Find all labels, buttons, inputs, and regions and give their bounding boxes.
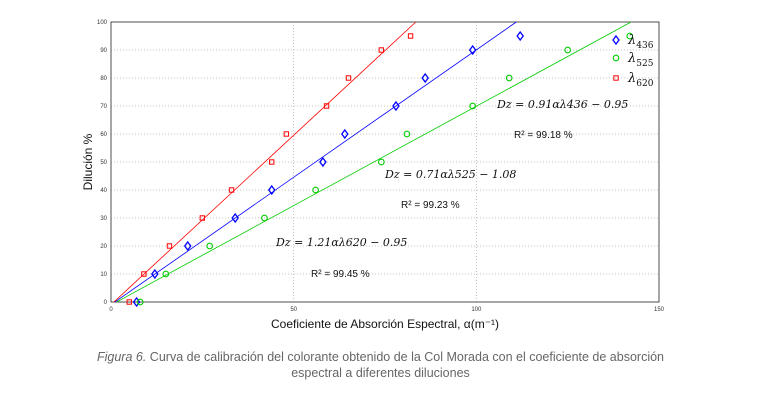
data-point-436 [468,44,477,56]
data-point-525 [162,270,170,278]
data-point-620 [323,103,330,109]
x-tick-label: 50 [290,307,297,313]
data-point-620 [166,243,173,249]
y-tick-label: 100 [97,20,108,26]
data-point-436 [319,156,327,168]
data-point-436 [392,100,400,112]
y-tick-label: 0 [104,300,108,306]
r-squared-525: R² = 99.23 % [401,200,460,211]
data-point-620 [345,75,352,81]
data-point-620 [407,33,414,39]
data-point-620 [199,215,206,221]
data-point-525 [312,186,319,194]
fit-line-620 [113,21,417,303]
fit-line-525 [116,21,632,303]
fit-line-436 [114,21,517,303]
data-point-620 [269,159,275,165]
y-tick-label: 60 [100,132,107,138]
x-tick-label: 150 [654,307,665,313]
fit-equation-436: Dz = 0.91αλ436 − 0.95 [496,98,628,111]
data-point-436 [231,212,240,224]
data-markers [126,30,634,308]
annotations: Dz = 0.91αλ436 − 0.95 R² = 99.18 % Dz = 0.… [275,98,628,280]
data-point-436 [151,268,159,280]
r-squared-436: R² = 99.18 % [514,130,573,141]
y-tick-label: 10 [100,272,107,278]
y-tick-label: 70 [100,104,107,110]
data-point-436 [132,296,141,308]
data-point-525 [206,242,213,250]
x-tick-label: 100 [471,307,482,313]
data-point-525 [626,32,634,40]
data-point-436 [421,72,429,84]
data-point-525 [377,158,385,166]
data-point-620 [283,131,290,137]
data-point-436 [183,240,192,252]
y-tick-labels: 0 10 20 30 40 50 60 70 80 90 100 [97,20,108,306]
figure-caption-line-2: espectral a diferentes diluciones [291,366,470,380]
data-point-525 [505,74,513,82]
data-point-620 [126,299,132,305]
fit-lines [113,21,632,303]
figure-caption-line-1: Figura 6. Curva de calibración del color… [40,350,721,364]
data-point-525 [564,46,572,54]
legend-marker-525 [612,54,620,62]
y-axis-label: Dilución % [81,133,95,190]
data-point-525 [136,298,144,306]
y-tick-label: 50 [100,160,107,166]
legend-marker-436 [612,34,620,46]
data-point-436 [267,184,276,196]
y-tick-label: 90 [100,48,107,54]
data-point-436 [341,128,349,140]
data-point-620 [228,187,235,193]
data-point-525 [261,214,268,222]
r-squared-620: R² = 99.45 % [311,269,370,280]
legend-marker-620 [613,75,619,81]
fit-equation-525: Dz = 0.71αλ525 − 1.08 [384,168,516,181]
data-point-525 [469,102,477,110]
y-tick-label: 80 [100,76,107,82]
data-point-436 [516,30,524,42]
data-point-620 [141,271,147,277]
data-point-525 [403,130,411,138]
x-axis-label: Coeficiente de Absorción Espectral, α(m⁻… [271,317,499,331]
fit-equation-620: Dz = 1.21αλ620 − 0.95 [275,236,407,249]
data-point-620 [378,47,385,53]
x-tick-label: 0 [109,307,113,313]
figure-label: Figura 6. [96,350,147,364]
y-tick-label: 20 [100,244,107,250]
caption-text: Curva de calibración del colorante obten… [146,350,665,364]
y-tick-label: 30 [100,216,107,222]
x-tick-labels: 0 50 100 150 [109,307,664,313]
grid [111,22,659,302]
y-tick-label: 40 [100,188,107,194]
